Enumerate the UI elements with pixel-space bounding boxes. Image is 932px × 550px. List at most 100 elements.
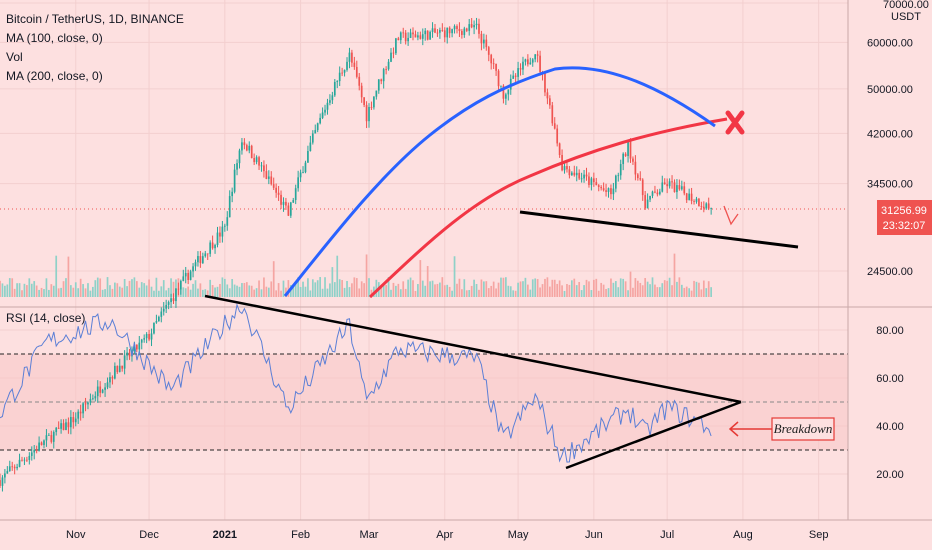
volume-bar: [363, 283, 365, 297]
volume-bar: [573, 278, 576, 297]
rsi-legend[interactable]: RSI (14, close): [6, 311, 86, 325]
candle-body: [580, 178, 583, 180]
candle-body: [556, 128, 559, 144]
candle-body: [245, 145, 248, 151]
price-tick-label: 60000.00: [867, 37, 913, 49]
volume-bar: [468, 290, 471, 297]
volume-bar: [197, 288, 199, 297]
volume-bar: [338, 279, 341, 297]
candle-body: [96, 386, 99, 397]
candle-body: [214, 244, 216, 249]
volume-bar: [285, 287, 287, 297]
volume-bar: [683, 287, 686, 297]
candle-body: [321, 112, 324, 118]
volume-bar: [192, 283, 194, 297]
volume-bar: [685, 286, 688, 297]
candle-body: [458, 28, 461, 32]
candle-body: [1, 477, 4, 486]
candle-body: [199, 256, 202, 264]
candle-body: [573, 172, 576, 176]
time-axis[interactable]: Nov Dec 2021 Feb Mar Apr May Jun Jul Aug Sep: [66, 529, 828, 541]
volume-bar: [676, 281, 678, 297]
candle-body: [478, 23, 480, 34]
volume-bar: [539, 287, 541, 297]
volume-bar: [392, 282, 395, 297]
candle-body: [6, 470, 9, 474]
candle-body: [8, 466, 11, 471]
volume-bar: [451, 290, 453, 297]
volume-bar: [646, 281, 649, 297]
candle-body: [194, 262, 197, 267]
candle-body: [436, 32, 439, 34]
candle-body: [79, 411, 82, 414]
volume-bar: [605, 288, 607, 297]
volume-bar: [473, 279, 475, 297]
volume-bar: [162, 280, 165, 297]
volume-bar: [485, 281, 488, 297]
candle-body: [167, 302, 170, 305]
volume-bar: [382, 283, 385, 297]
candle-body: [468, 24, 471, 31]
volume-bar: [321, 288, 324, 297]
price-axis[interactable]: 70000.00 USDT 60000.00 50000.00 42000.00 34…: [867, 0, 929, 278]
candle-body: [82, 403, 84, 414]
time-tick-label: Sep: [809, 529, 829, 541]
candle-body: [187, 272, 190, 280]
volume-bar: [399, 289, 402, 297]
candle-body: [62, 423, 65, 430]
candle-body: [531, 59, 534, 63]
volume-bar: [265, 286, 268, 297]
candle-body: [505, 94, 507, 99]
candle-body: [0, 480, 1, 486]
candle-body: [563, 166, 566, 171]
volume-bar: [546, 277, 549, 297]
candle-body: [370, 107, 373, 108]
candle-body: [446, 27, 449, 38]
volume-bar: [417, 284, 419, 297]
rsi-axis[interactable]: 80.00 60.00 40.00 20.00: [876, 325, 904, 481]
volume-bar: [514, 290, 517, 297]
volume-bar: [60, 287, 62, 297]
volume-bar: [92, 286, 94, 297]
candle-body: [270, 176, 273, 185]
volume-bar: [636, 280, 639, 297]
candle-body: [544, 73, 546, 93]
volume-bar: [524, 277, 527, 297]
volume-bar: [109, 285, 111, 297]
candle-body: [316, 123, 319, 131]
candle-body: [329, 100, 331, 103]
candle-body: [536, 54, 539, 56]
candle-body: [597, 185, 600, 187]
volume-bar: [588, 281, 590, 297]
volume-bar: [527, 284, 529, 297]
candle-body: [658, 191, 661, 195]
candle-body: [111, 377, 114, 379]
candle-body: [685, 193, 688, 201]
candle-body: [236, 163, 238, 170]
candle-body: [634, 161, 637, 175]
candle-body: [490, 54, 493, 64]
time-tick-label: Jun: [585, 529, 603, 541]
volume-bar: [658, 287, 661, 297]
candle-body: [546, 92, 549, 99]
volume-bar: [153, 290, 155, 297]
volume-bar: [458, 278, 461, 297]
candle-body: [326, 102, 329, 110]
candle-body: [619, 164, 622, 176]
volume-bar: [517, 282, 519, 297]
volume-bar: [614, 281, 617, 297]
candle-body: [595, 182, 598, 186]
volume-bar: [182, 287, 185, 297]
volume-bar: [70, 285, 72, 297]
volume-bar: [490, 285, 493, 297]
volume-bar: [238, 286, 241, 297]
volume-bar: [194, 280, 197, 297]
candle-body: [197, 256, 199, 263]
candle-body: [451, 29, 453, 34]
candle-body: [118, 365, 121, 372]
volume-bar: [627, 290, 629, 297]
volume-bar: [590, 290, 593, 297]
volume-bar: [702, 280, 705, 297]
volume-bar: [680, 284, 683, 297]
